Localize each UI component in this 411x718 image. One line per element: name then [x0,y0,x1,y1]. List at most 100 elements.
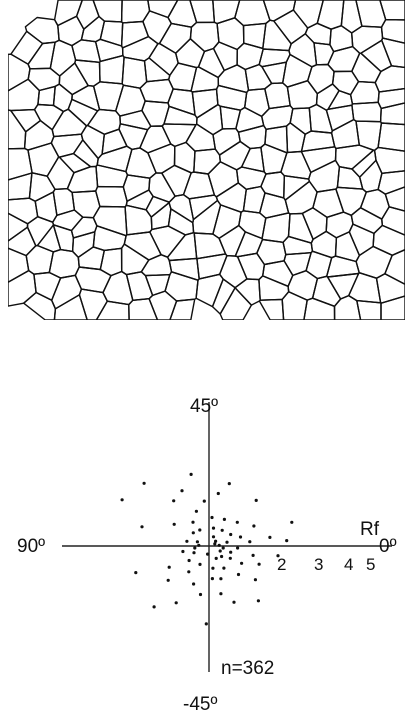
grain-cell [161,164,192,197]
data-point [222,566,226,570]
grain-cell [307,63,335,95]
axis-label-top: 45º [190,396,219,417]
grain-cell [218,254,248,289]
data-point [187,570,191,574]
grain-cell [236,252,266,281]
grain-cell [167,208,195,236]
data-point [198,528,202,532]
data-point [219,577,223,581]
grain-cell [121,56,148,89]
data-point [191,531,195,535]
data-point [236,572,241,577]
grain-cell [237,124,267,150]
data-point [167,565,171,569]
data-point [210,577,214,581]
grain-cell [264,82,291,110]
grain-cell [71,84,101,112]
grain-cell [52,224,75,253]
data-point [227,482,231,486]
grain-cell [191,88,219,119]
grain-cell [351,52,382,84]
grain-cell [273,9,309,45]
grain-cell [22,291,57,320]
grain-cell [381,206,405,236]
data-point [220,528,224,532]
grain-cell [280,150,312,180]
grain-cell [380,19,405,44]
data-point [140,525,144,529]
data-point [202,499,206,503]
grain-cell [164,271,199,302]
grain-cell [182,171,216,200]
grain-cell [303,297,336,320]
data-point [211,535,216,539]
data-point [142,481,146,485]
data-point [214,539,218,543]
grain-cell [373,146,405,175]
grain-cell [8,78,40,112]
grain-cell [118,123,149,151]
grain-cell [334,144,375,170]
grain-boundary-map [8,0,405,320]
grain-cell [74,266,112,294]
data-point [229,532,233,537]
data-point [285,539,289,543]
grain-cell [330,118,360,150]
grain-cell [348,223,375,257]
grain-cell [282,53,313,88]
grain-cell [8,212,29,242]
data-point [248,540,252,544]
grain-cell [48,248,80,279]
grain-cell [92,81,125,112]
grain-cell [72,139,99,168]
grain-cell [120,0,151,24]
grain-cell [158,22,193,54]
grain-cell [379,102,405,126]
grain-cell [300,130,336,153]
data-point [253,578,257,582]
axis-label-bottom: -45º [183,694,218,715]
grain-cell [195,103,224,136]
data-point [217,543,221,547]
grain-cell [75,0,100,30]
grain-cell [333,294,362,320]
data-point [189,472,193,476]
grain-cell [207,161,240,198]
data-point [194,509,198,513]
data-point [256,599,260,603]
grain-cell [10,30,44,65]
grain-cell [335,186,367,217]
grain-cell [242,185,266,214]
grain-cell [139,78,174,104]
axis-label-right: 0º [379,536,397,557]
data-point [172,499,176,503]
grain-cell [258,298,285,320]
data-point [232,600,236,604]
grain-cell [282,235,314,256]
grain-cell [67,98,99,127]
grain-cell [215,182,248,213]
data-point [257,562,261,566]
grain-cell [95,164,129,188]
grain-cell [173,141,196,174]
data-point [268,535,272,539]
data-point [192,582,196,586]
data-point [193,546,197,550]
data-point [120,498,124,502]
grain-cell [124,204,153,236]
data-point [174,601,178,605]
data-point [195,540,199,544]
data-point [197,543,201,547]
grain-cell [8,172,33,201]
grain-cell [375,273,405,304]
grain-cell [74,59,101,87]
scatter-points [120,472,294,626]
grain-cell [8,109,27,150]
grain-cell [304,22,332,46]
grain-cell [169,298,196,320]
data-point [210,515,214,520]
grain-cell [310,230,338,259]
data-point [235,520,239,524]
grain-cell [120,243,150,276]
grain-cell [234,231,264,258]
